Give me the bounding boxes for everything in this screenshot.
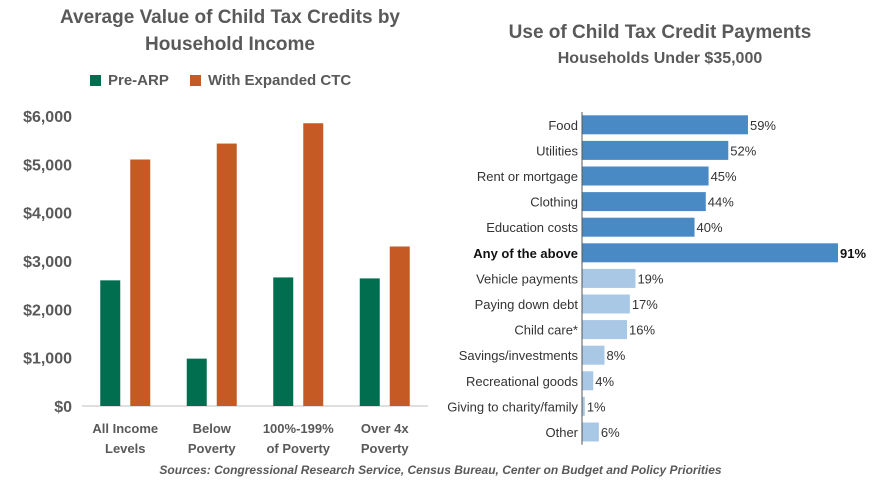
bar-pre-arp	[273, 277, 294, 406]
hbar	[582, 243, 838, 263]
bar-pre-arp	[359, 278, 380, 406]
bar-expanded-ctc	[389, 246, 410, 406]
bar-pre-arp	[186, 358, 207, 406]
x-category-label: Levels	[105, 441, 145, 456]
bar-expanded-ctc	[303, 123, 324, 406]
y-tick-label: $3,000	[23, 254, 72, 271]
legend-swatch-expanded-ctc	[190, 75, 201, 86]
hbar	[582, 268, 636, 288]
hbar-category-label: Savings/investments	[459, 348, 579, 363]
hbar-value-label: 1%	[587, 399, 606, 414]
hbar-category-label: Clothing	[530, 195, 578, 210]
hbar-category-label: Food	[548, 118, 578, 133]
x-category-label: Poverty	[361, 441, 409, 456]
hbar-value-label: 19%	[637, 271, 663, 286]
hbar	[582, 217, 695, 237]
hbar-category-label: Vehicle payments	[476, 271, 578, 286]
right-chart-subtitle: Households Under $35,000	[557, 50, 763, 67]
hbar-value-label: 59%	[750, 118, 776, 133]
hbar-value-label: 6%	[601, 425, 620, 440]
hbar-value-label: 17%	[632, 297, 658, 312]
legend-item-pre-arp: Pre-ARP	[90, 72, 169, 89]
hbar	[582, 166, 709, 186]
hbar	[582, 396, 585, 416]
legend-swatch-pre-arp	[90, 75, 101, 86]
y-tick-label: $1,000	[23, 351, 72, 368]
bar-pre-arp	[100, 280, 121, 406]
hbar-category-label: Other	[545, 425, 578, 440]
hbar-category-label: Paying down debt	[475, 297, 579, 312]
hbar-category-label: Education costs	[486, 220, 578, 235]
hbar-value-label: 45%	[711, 169, 737, 184]
hbar-category-label: Rent or mortgage	[477, 169, 578, 184]
bar-expanded-ctc	[216, 143, 237, 407]
y-tick-label: $0	[54, 399, 72, 416]
y-tick-label: $5,000	[23, 157, 72, 174]
hbar	[582, 320, 628, 340]
legend-item-expanded-ctc: With Expanded CTC	[190, 72, 351, 89]
hbar-value-label: 4%	[595, 374, 614, 389]
source-note: Sources: Congressional Research Service,…	[159, 463, 722, 477]
y-tick-label: $2,000	[23, 302, 72, 319]
hbar-category-label: Utilities	[536, 143, 578, 158]
hbar	[582, 115, 748, 135]
legend-label-pre-arp: Pre-ARP	[108, 72, 169, 89]
y-tick-label: $4,000	[23, 206, 72, 223]
hbar-value-label: 40%	[697, 220, 723, 235]
x-category-label: Over 4x	[361, 421, 409, 436]
bar-expanded-ctc	[130, 159, 151, 406]
hbar-value-label: 52%	[730, 143, 756, 158]
x-category-label: Below	[193, 421, 232, 436]
x-category-label: Poverty	[188, 441, 236, 456]
hbar-category-label: Giving to charity/family	[447, 399, 578, 414]
hbar	[582, 192, 706, 212]
hbar	[582, 371, 594, 391]
left-chart-title: Average Value of Child Tax Credits by Ho…	[60, 7, 400, 55]
right-chart-title: Use of Child Tax Credit Payments	[508, 22, 812, 43]
hbar-category-label: Any of the above	[473, 246, 578, 261]
hbar	[582, 294, 630, 314]
hbar-value-label: 16%	[629, 323, 655, 338]
hbar-category-label: Recreational goods	[466, 374, 579, 389]
legend-label-expanded-ctc: With Expanded CTC	[208, 72, 352, 89]
hbar-category-label: Child care*	[514, 323, 578, 338]
hbar	[582, 422, 599, 442]
hbar-value-label: 8%	[607, 348, 626, 363]
hbar-value-label: 44%	[708, 195, 734, 210]
x-category-label: All Income	[92, 421, 158, 436]
hbar-value-label: 91%	[840, 246, 866, 261]
hbar	[582, 345, 605, 365]
x-category-label: of Poverty	[266, 441, 330, 456]
x-category-label: 100%-199%	[263, 421, 334, 436]
hbar	[582, 140, 729, 160]
y-tick-label: $6,000	[23, 109, 72, 126]
